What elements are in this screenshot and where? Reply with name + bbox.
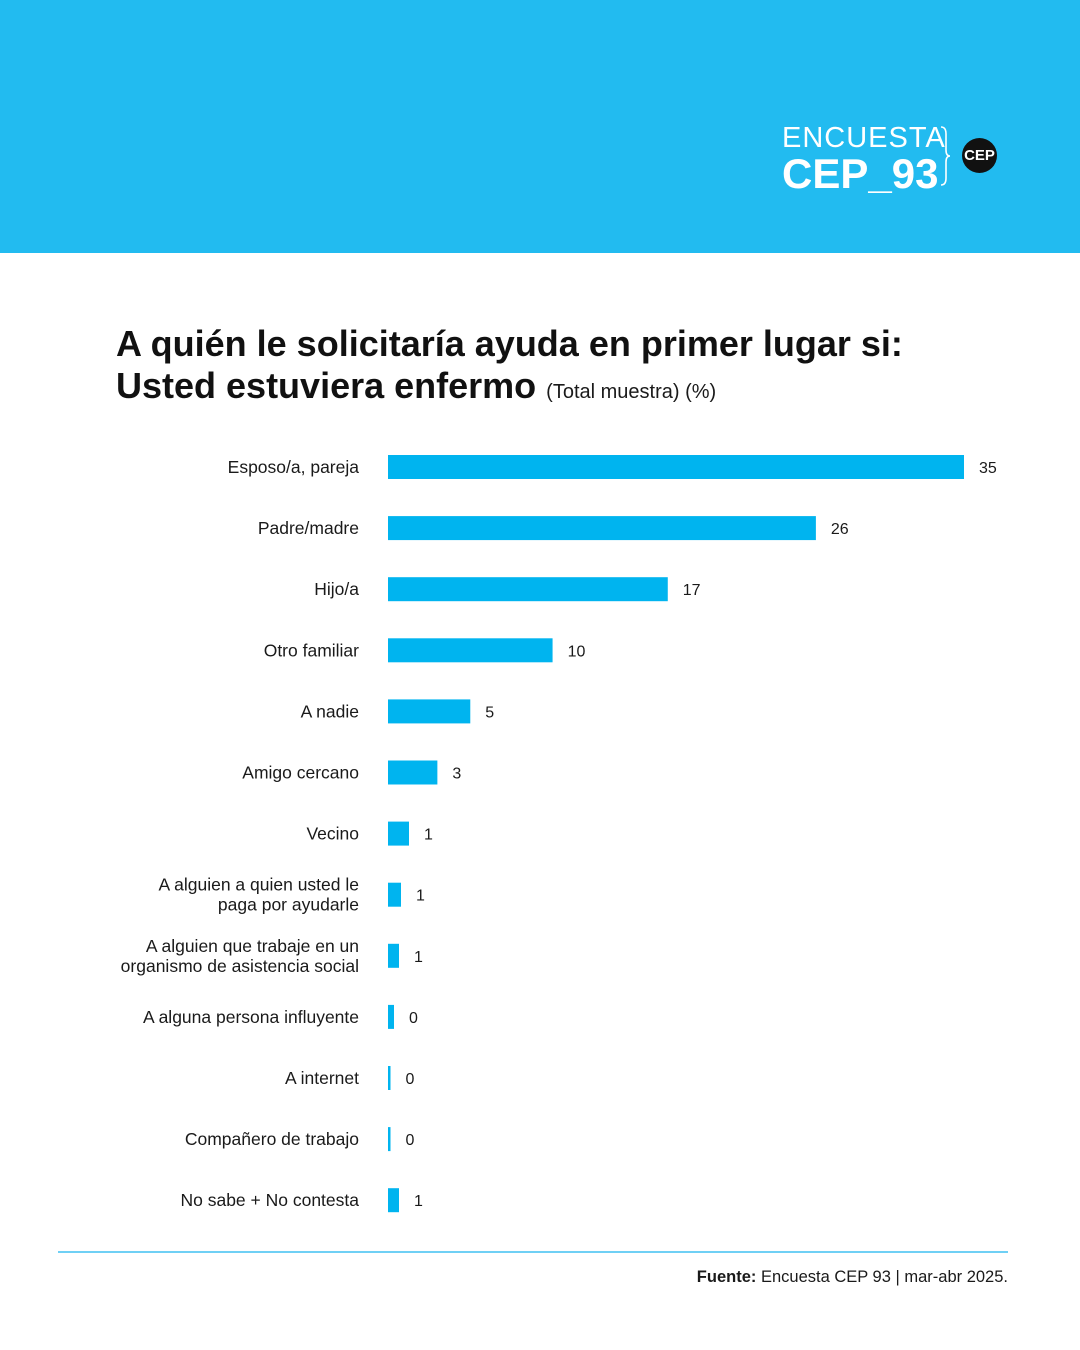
bar-7: [388, 882, 401, 907]
source-text: Encuesta CEP 93 | mar-abr 2025.: [756, 1268, 1008, 1286]
value-label-11: 0: [406, 1132, 415, 1149]
bar-5: [388, 760, 438, 785]
category-label-1: Padre/madre: [258, 518, 359, 538]
category-label-6: Vecino: [306, 824, 359, 844]
category-label-3: Otro familiar: [264, 640, 359, 660]
category-label-8: A alguien que trabaje en un organismo de …: [121, 936, 359, 976]
brace-icon: [940, 126, 950, 186]
cep-badge: CEP: [962, 138, 997, 173]
chart-subtitle: (Total muestra) (%): [546, 381, 717, 403]
category-label-line: A internet: [285, 1068, 359, 1088]
category-label-4: A nadie: [301, 701, 359, 721]
category-label-line: paga por ayudarle: [218, 895, 359, 915]
value-label-10: 0: [406, 1071, 415, 1088]
title-line-1: A quién le solicitaría ayuda en primer l…: [116, 323, 903, 364]
value-label-6: 1: [424, 827, 433, 844]
source-note: Fuente: Encuesta CEP 93 | mar-abr 2025.: [697, 1268, 1008, 1287]
category-label-line: A alguien que trabaje en un: [146, 936, 359, 956]
bar-4: [388, 699, 471, 724]
category-label-line: No sabe + No contesta: [180, 1190, 359, 1210]
bar-8: [388, 943, 399, 968]
category-label-line: Compañero de trabajo: [185, 1129, 359, 1149]
chart-title: A quién le solicitaría ayuda en primer l…: [116, 323, 1016, 413]
value-label-1: 26: [831, 521, 849, 538]
bar-0: [388, 455, 964, 479]
bar-9: [388, 1004, 394, 1029]
category-label-0: Esposo/a, pareja: [228, 457, 360, 477]
value-label-4: 5: [485, 704, 494, 721]
header-band: [0, 0, 1080, 253]
category-label-line: organismo de asistencia social: [121, 956, 359, 976]
category-label-2: Hijo/a: [314, 579, 359, 599]
category-label-10: A internet: [285, 1068, 359, 1088]
logo-line-cep93: CEP_93: [782, 150, 939, 197]
category-label-line: Hijo/a: [314, 579, 359, 599]
category-label-11: Compañero de trabajo: [185, 1129, 359, 1149]
category-label-7: A alguien a quien usted le paga por ayuda…: [159, 875, 359, 915]
category-label-line: Padre/madre: [258, 518, 359, 538]
category-label-9: A alguna persona influyente: [143, 1007, 359, 1027]
bar-1: [388, 516, 816, 541]
category-label-line: A alguna persona influyente: [143, 1007, 359, 1027]
bar-11: [388, 1127, 391, 1152]
title-line-2: Usted estuviera enfermo (Total muestra) (…: [116, 365, 1016, 413]
category-label-line: Vecino: [306, 824, 359, 844]
value-label-5: 3: [452, 766, 461, 783]
category-label-line: Amigo cercano: [242, 763, 359, 783]
encuesta-cep-logo: ENCUESTA CEP_93 CEP: [782, 122, 1012, 196]
category-label-line: Esposo/a, pareja: [228, 457, 360, 477]
bar-10: [388, 1066, 391, 1090]
value-label-2: 17: [683, 582, 701, 599]
value-label-0: 35: [979, 460, 997, 477]
category-label-12: No sabe + No contesta: [180, 1190, 359, 1210]
value-label-12: 1: [414, 1193, 423, 1210]
bar-3: [388, 638, 553, 663]
footer-divider: [58, 1251, 1008, 1253]
value-label-8: 1: [414, 949, 423, 966]
value-label-7: 1: [416, 888, 425, 905]
source-label: Fuente:: [696, 1268, 757, 1286]
bar-12: [388, 1188, 399, 1213]
bar-6: [388, 821, 409, 846]
title-line-2-text: Usted estuviera enfermo: [116, 365, 537, 406]
value-label-3: 10: [568, 643, 586, 660]
category-label-line: A alguien a quien usted le: [159, 875, 359, 895]
value-label-9: 0: [409, 1010, 418, 1027]
category-label-line: Otro familiar: [264, 640, 359, 660]
category-label-5: Amigo cercano: [242, 763, 359, 783]
bar-2: [388, 577, 668, 602]
category-label-line: A nadie: [301, 701, 359, 721]
logo-line-encuesta: ENCUESTA: [782, 122, 946, 154]
